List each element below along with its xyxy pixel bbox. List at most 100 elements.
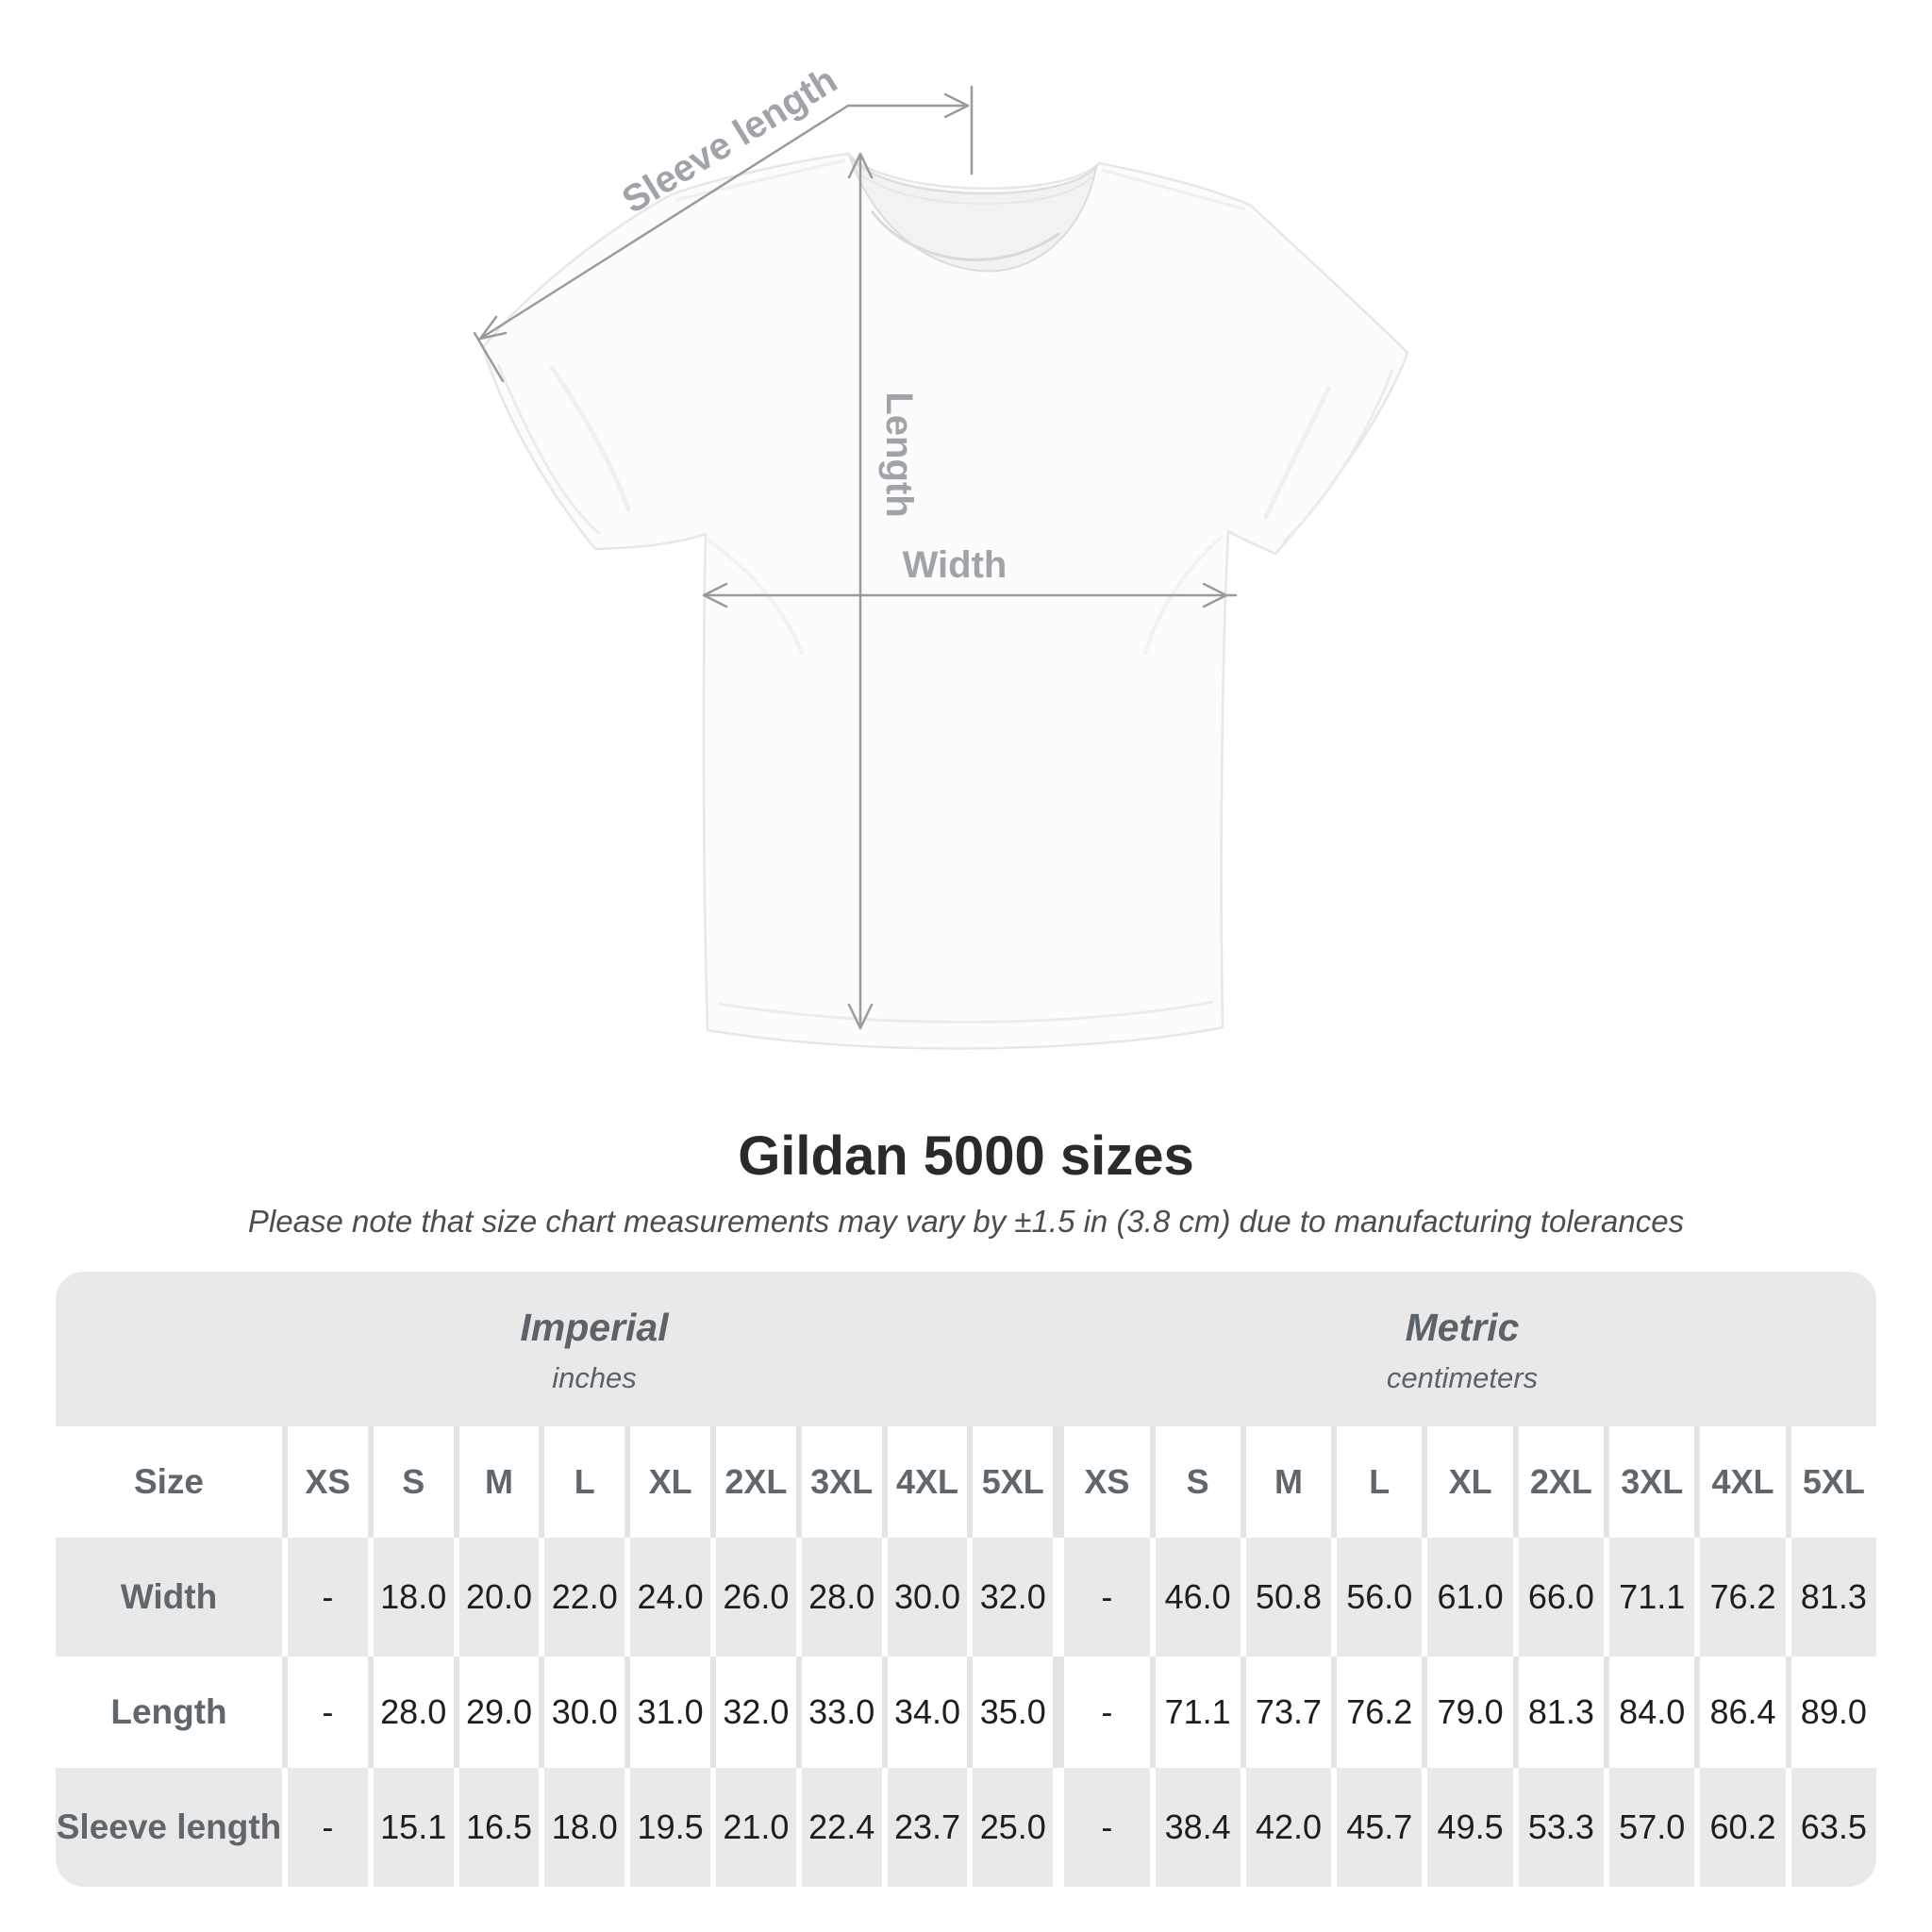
size-header-imperial: S	[373, 1426, 454, 1538]
metric-unit-label: centimeters	[1386, 1361, 1539, 1394]
sleeve-length-dimension-line	[473, 85, 974, 383]
size-header-metric: M	[1245, 1426, 1332, 1538]
measurement-value-imperial: 26.0	[715, 1538, 796, 1657]
size-header-metric: 3XL	[1609, 1426, 1695, 1538]
right-sleeve-fold	[1263, 386, 1331, 520]
width-dimension-line	[702, 582, 1238, 608]
size-header-metric: L	[1337, 1426, 1423, 1538]
measurement-value-imperial: -	[288, 1657, 368, 1768]
size-header-imperial: XS	[288, 1426, 368, 1538]
measurement-row-label: Width	[56, 1538, 282, 1657]
measurement-value-metric: 66.0	[1518, 1538, 1605, 1657]
measurement-value-imperial: 22.4	[801, 1768, 882, 1887]
measurement-value-metric: 71.1	[1155, 1657, 1241, 1768]
left-armpit-crease	[706, 538, 804, 655]
measurement-value-imperial: 28.0	[801, 1538, 882, 1657]
width-label: Width	[903, 544, 1008, 586]
metric-group-header: Metric centimeters	[1179, 1272, 1745, 1395]
measurement-value-metric: 45.7	[1337, 1768, 1423, 1887]
measurement-value-imperial: 23.7	[887, 1768, 968, 1887]
measurement-value-imperial: 19.5	[630, 1768, 710, 1887]
measurement-value-metric: 57.0	[1609, 1768, 1695, 1887]
tshirt-body	[481, 152, 1409, 1050]
measurement-value-metric: -	[1064, 1538, 1150, 1657]
measurement-value-metric: 49.5	[1427, 1768, 1513, 1887]
right-armpit-crease	[1143, 536, 1223, 655]
imperial-group-header: Imperial inches	[311, 1272, 877, 1395]
bottom-hem-stitch	[718, 1000, 1214, 1024]
measurement-value-metric: 86.4	[1700, 1657, 1786, 1768]
sleeve-length-row: Sleeve length -15.1 16.5 18.0 19.5 21.0 22.4 23…	[56, 1768, 1876, 1887]
measurement-value-metric: 53.3	[1518, 1768, 1605, 1887]
measurement-value-imperial: 18.0	[544, 1768, 625, 1887]
measurement-value-metric: 56.0	[1337, 1538, 1423, 1657]
measurement-value-imperial: -	[288, 1538, 368, 1657]
measurement-value-imperial: 24.0	[630, 1538, 710, 1657]
measurement-value-metric: 60.2	[1700, 1768, 1786, 1887]
page-title: Gildan 5000 sizes	[738, 1125, 1194, 1187]
size-header-metric: XS	[1064, 1426, 1150, 1538]
measurement-value-metric: 61.0	[1427, 1538, 1513, 1657]
measurement-value-imperial: 18.0	[373, 1538, 454, 1657]
measurement-row-label: Sleeve length	[56, 1768, 282, 1887]
measurement-value-metric: 50.8	[1245, 1538, 1332, 1657]
sleeve-end-extension-tick	[473, 331, 505, 383]
size-header-imperial: 2XL	[715, 1426, 796, 1538]
measurement-value-imperial: 25.0	[973, 1768, 1054, 1887]
measurement-value-metric: 42.0	[1245, 1768, 1332, 1887]
measurement-value-metric: 76.2	[1337, 1657, 1423, 1768]
measurement-value-metric: 81.3	[1518, 1657, 1605, 1768]
measurement-value-metric: -	[1064, 1657, 1150, 1768]
measurement-value-imperial: -	[288, 1768, 368, 1887]
measurement-value-imperial: 28.0	[373, 1657, 454, 1768]
left-sleeve-fold	[549, 365, 631, 512]
size-header-metric: 4XL	[1700, 1426, 1786, 1538]
measurement-value-metric: -	[1064, 1768, 1150, 1887]
length-dimension-line	[847, 152, 874, 1030]
size-header-metric: XL	[1427, 1426, 1513, 1538]
measurement-value-metric: 89.0	[1790, 1657, 1876, 1768]
size-header-imperial: 5XL	[973, 1426, 1054, 1538]
length-label: Length	[878, 391, 920, 517]
tshirt-graphic	[481, 152, 1409, 1050]
size-header-imperial: 4XL	[887, 1426, 968, 1538]
measurement-value-imperial: 34.0	[887, 1657, 968, 1768]
size-chart-table: Imperial inches Metric centimeters Size X…	[56, 1272, 1876, 1887]
measurement-value-metric: 38.4	[1155, 1768, 1241, 1887]
title-block: Gildan 5000 sizes Please note that size …	[0, 1126, 1932, 1240]
size-header-metric: 5XL	[1790, 1426, 1876, 1538]
left-sleeve-hem-stitch	[496, 363, 601, 536]
right-shoulder-seam	[1101, 168, 1246, 211]
measurement-value-metric: 76.2	[1700, 1538, 1786, 1657]
size-header-imperial: M	[458, 1426, 540, 1538]
size-header-row: Size XS S M L XL 2XL 3XL 4XL 5XL XS S M L XL 2XL 3XL 4XL 5…	[56, 1426, 1876, 1538]
measurement-value-metric: 73.7	[1245, 1657, 1332, 1768]
measurement-row-label: Length	[56, 1657, 282, 1768]
measurement-value-metric: 71.1	[1609, 1538, 1695, 1657]
length-row: Length -28.0 29.0 30.0 31.0 32.0 33.0 34.0 35.0-…	[56, 1657, 1876, 1768]
measurement-value-imperial: 16.5	[458, 1768, 540, 1887]
unit-group-header-band: Imperial inches Metric centimeters	[56, 1272, 1876, 1426]
measurement-value-metric: 84.0	[1609, 1657, 1695, 1768]
measurement-value-imperial: 29.0	[458, 1657, 540, 1768]
imperial-unit-label: inches	[552, 1361, 637, 1394]
measurement-value-imperial: 35.0	[973, 1657, 1054, 1768]
measurement-value-imperial: 30.0	[887, 1538, 968, 1657]
tshirt-size-diagram: Sleeve length Length Width	[473, 59, 1409, 1050]
measurement-value-metric: 46.0	[1155, 1538, 1241, 1657]
measurement-value-imperial: 15.1	[373, 1768, 454, 1887]
measurement-value-metric: 79.0	[1427, 1657, 1513, 1768]
measurement-value-imperial: 30.0	[544, 1657, 625, 1768]
left-shoulder-seam	[675, 158, 846, 202]
measurement-value-imperial: 33.0	[801, 1657, 882, 1768]
size-header-metric: S	[1155, 1426, 1241, 1538]
measurement-value-imperial: 31.0	[630, 1657, 710, 1768]
imperial-group-label: Imperial	[520, 1306, 669, 1349]
measurement-value-imperial: 20.0	[458, 1538, 540, 1657]
measurement-value-metric: 81.3	[1790, 1538, 1876, 1657]
measurement-value-imperial: 21.0	[715, 1768, 796, 1887]
size-column-header: Size	[56, 1426, 282, 1538]
metric-group-label: Metric	[1405, 1306, 1520, 1349]
front-neckline-shadow	[871, 210, 1060, 261]
size-header-imperial: 3XL	[801, 1426, 882, 1538]
